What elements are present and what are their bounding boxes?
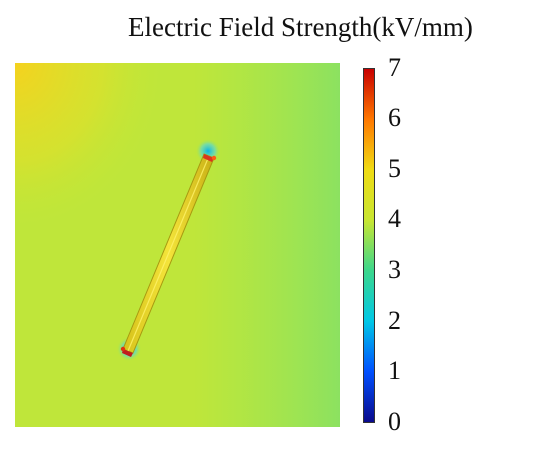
colorbar-tick-0: 0	[388, 407, 401, 436]
colorbar-tick-3: 3	[388, 255, 401, 284]
colorbar-tick-5: 5	[388, 154, 401, 183]
colorbar-tick-6: 6	[388, 103, 401, 132]
colorbar-tick-1: 1	[388, 356, 401, 385]
conductor-rod	[120, 153, 217, 357]
chart-title: Electric Field Strength(kV/mm)	[128, 12, 473, 42]
colorbar-tick-7: 7	[388, 53, 401, 82]
colorbar-tick-4: 4	[388, 204, 401, 233]
colorbar	[363, 68, 375, 423]
field-plot	[15, 63, 340, 427]
colorbar-tick-2: 2	[388, 306, 401, 335]
